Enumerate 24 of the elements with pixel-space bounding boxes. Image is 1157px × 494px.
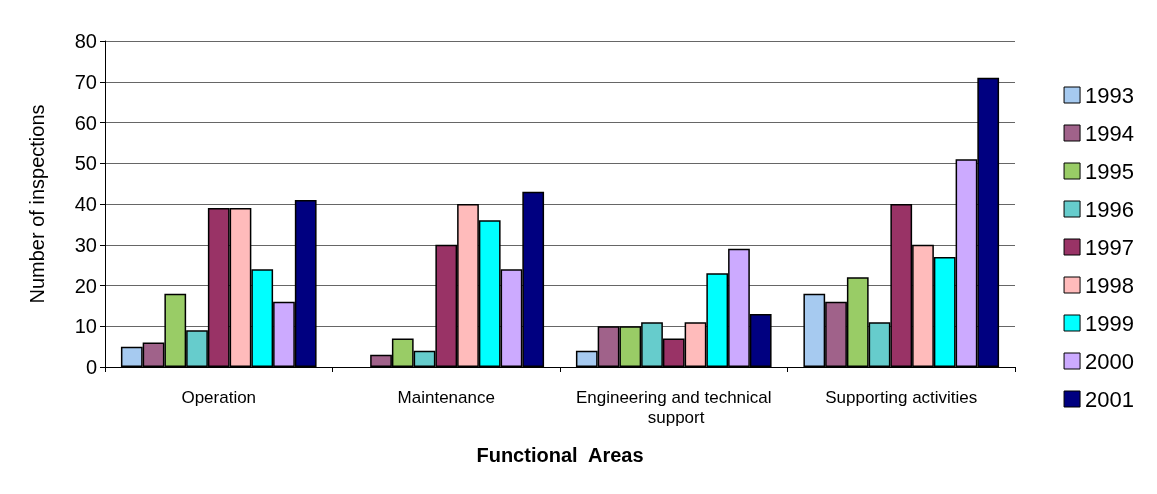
y-tick-label: 20 xyxy=(74,274,97,297)
legend-label: 1994 xyxy=(1085,120,1135,146)
legend-label: 1998 xyxy=(1085,272,1135,298)
legend-label: 2000 xyxy=(1085,348,1135,374)
legend-label: 1995 xyxy=(1085,158,1135,184)
y-tick-label: 10 xyxy=(74,315,97,338)
x-tick-label: Supporting activities xyxy=(825,387,978,407)
x-tick-label: Maintenance xyxy=(397,387,495,407)
y-axis-title: Number of inspections xyxy=(26,104,48,304)
legend-label: 1997 xyxy=(1085,234,1135,260)
legend-label: 2001 xyxy=(1085,386,1135,412)
y-tick-label: 70 xyxy=(74,70,97,93)
x-tick-label: Operation xyxy=(181,387,257,407)
x-tick-label: Engineering and technical support xyxy=(575,387,772,427)
legend-label: 1996 xyxy=(1085,196,1135,222)
y-tick-label: 60 xyxy=(74,111,97,134)
y-tick-label: 30 xyxy=(74,233,97,256)
y-tick-label: 50 xyxy=(74,152,97,175)
y-tick-label: 80 xyxy=(74,30,97,52)
x-axis-title: Functional Areas xyxy=(476,444,644,466)
legend-label: 1999 xyxy=(1085,310,1135,336)
y-tick-label: 40 xyxy=(74,193,97,215)
legend-label: 1993 xyxy=(1085,82,1135,108)
y-tick-label: 0 xyxy=(85,356,97,378)
